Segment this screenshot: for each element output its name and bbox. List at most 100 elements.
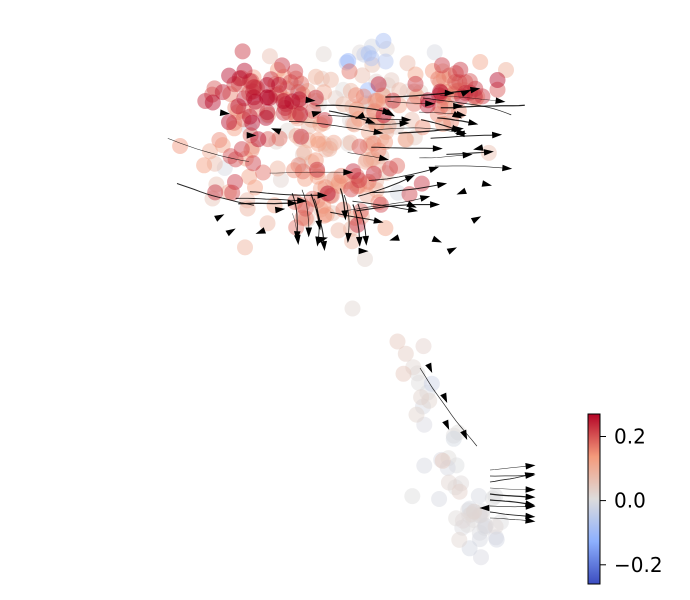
- velocity-arrowhead: [473, 144, 484, 151]
- scatter-point: [415, 398, 431, 415]
- velocity-arrowhead: [297, 197, 308, 204]
- scatter-point: [244, 83, 261, 100]
- scatter-point: [245, 89, 262, 106]
- velocity-arrowhead: [401, 116, 412, 123]
- scatter-point: [237, 150, 254, 167]
- scatter-point: [359, 187, 376, 204]
- streamline: [489, 487, 531, 490]
- scatter-point: [224, 184, 241, 201]
- scatter-point: [291, 91, 308, 108]
- scatter-point: [435, 70, 452, 87]
- velocity-arrowhead: [425, 362, 433, 373]
- scatter-point: [404, 488, 421, 505]
- streamline: [437, 117, 474, 124]
- scatter-point: [245, 69, 262, 86]
- scatter-point: [451, 74, 468, 91]
- scatter-point: [241, 73, 258, 90]
- scatter-point: [309, 168, 326, 185]
- scatter-point: [292, 131, 309, 148]
- scatter-point: [316, 112, 333, 128]
- velocity-arrowhead: [481, 180, 492, 187]
- velocity-arrowhead: [317, 236, 328, 244]
- scatter-point: [344, 300, 361, 317]
- scatter-point: [397, 131, 414, 148]
- velocity-arrowhead: [255, 227, 266, 234]
- scatter-point: [322, 71, 339, 88]
- streamline: [419, 367, 478, 447]
- scatter-point: [196, 157, 213, 174]
- scatter-point: [317, 179, 334, 196]
- scatter-point: [312, 180, 329, 197]
- velocity-arrowhead: [214, 214, 225, 222]
- scatter-point: [347, 209, 364, 226]
- velocity-arrowhead: [354, 112, 366, 119]
- velocity-arrowhead: [274, 206, 286, 214]
- scatter-point: [389, 333, 406, 350]
- scatter-point: [379, 77, 396, 94]
- scatter-point: [360, 45, 377, 62]
- velocity-arrowhead: [446, 247, 457, 255]
- scatter-point: [469, 88, 486, 105]
- scatter-point: [405, 359, 422, 376]
- scatter-point: [259, 104, 276, 121]
- scatter-point: [382, 160, 398, 177]
- scatter-point: [407, 66, 424, 83]
- scatter-point: [243, 73, 260, 90]
- scatter-point: [288, 79, 305, 96]
- streamline: [291, 193, 298, 236]
- scatter-point: [201, 143, 218, 160]
- scatter-point: [416, 457, 433, 474]
- streamline: [489, 465, 531, 471]
- streamline: [489, 474, 531, 477]
- scatter-point: [373, 81, 390, 98]
- scatter-point: [441, 67, 458, 84]
- scatter-point: [448, 510, 465, 527]
- scatter-point: [413, 389, 430, 406]
- scatter-point: [267, 93, 284, 110]
- scatter-point: [250, 131, 267, 148]
- velocity-arrowhead: [444, 89, 455, 97]
- velocity-arrowhead: [525, 512, 536, 520]
- scatter-point: [324, 172, 341, 189]
- scatter-point: [221, 114, 237, 131]
- scatter-point: [206, 80, 223, 97]
- scatter-point: [267, 76, 284, 92]
- velocity-arrowhead: [305, 227, 313, 238]
- scatter-point: [378, 124, 395, 140]
- scatter-point: [292, 94, 309, 111]
- streamline: [377, 127, 462, 134]
- scatter-point: [471, 524, 488, 541]
- velocity-arrowhead: [451, 111, 463, 119]
- scatter-point: [297, 210, 314, 227]
- scatter-point: [206, 155, 223, 172]
- velocity-arrowhead: [365, 117, 376, 124]
- scatter-point: [236, 90, 253, 107]
- scatter-point: [385, 92, 401, 109]
- scatter-point: [258, 109, 274, 126]
- scatter-point: [439, 459, 456, 476]
- streamline: [420, 119, 457, 130]
- scatter-point: [204, 94, 221, 111]
- velocity-arrowhead: [406, 200, 417, 208]
- streamline: [489, 505, 531, 508]
- streamline: [489, 493, 531, 498]
- streamline: [347, 152, 384, 159]
- velocity-arrowhead: [362, 235, 369, 246]
- scatter-point: [465, 512, 482, 528]
- scatter-point: [323, 187, 340, 204]
- scatter-point: [287, 63, 304, 80]
- scatter-point: [268, 86, 285, 103]
- velocity-arrowhead: [343, 169, 354, 176]
- scatter-point: [297, 170, 314, 187]
- scatter-point: [355, 88, 372, 105]
- streamline: [269, 171, 348, 174]
- scatter-point: [244, 114, 261, 131]
- scatter-point: [342, 82, 359, 99]
- scatter-point: [274, 57, 291, 74]
- velocity-arrowhead: [431, 235, 442, 243]
- scatter-point: [375, 32, 392, 49]
- scatter-point: [271, 85, 288, 102]
- scatter-point: [426, 44, 443, 61]
- scatter-point: [357, 153, 374, 170]
- velocity-arrowhead: [341, 210, 348, 221]
